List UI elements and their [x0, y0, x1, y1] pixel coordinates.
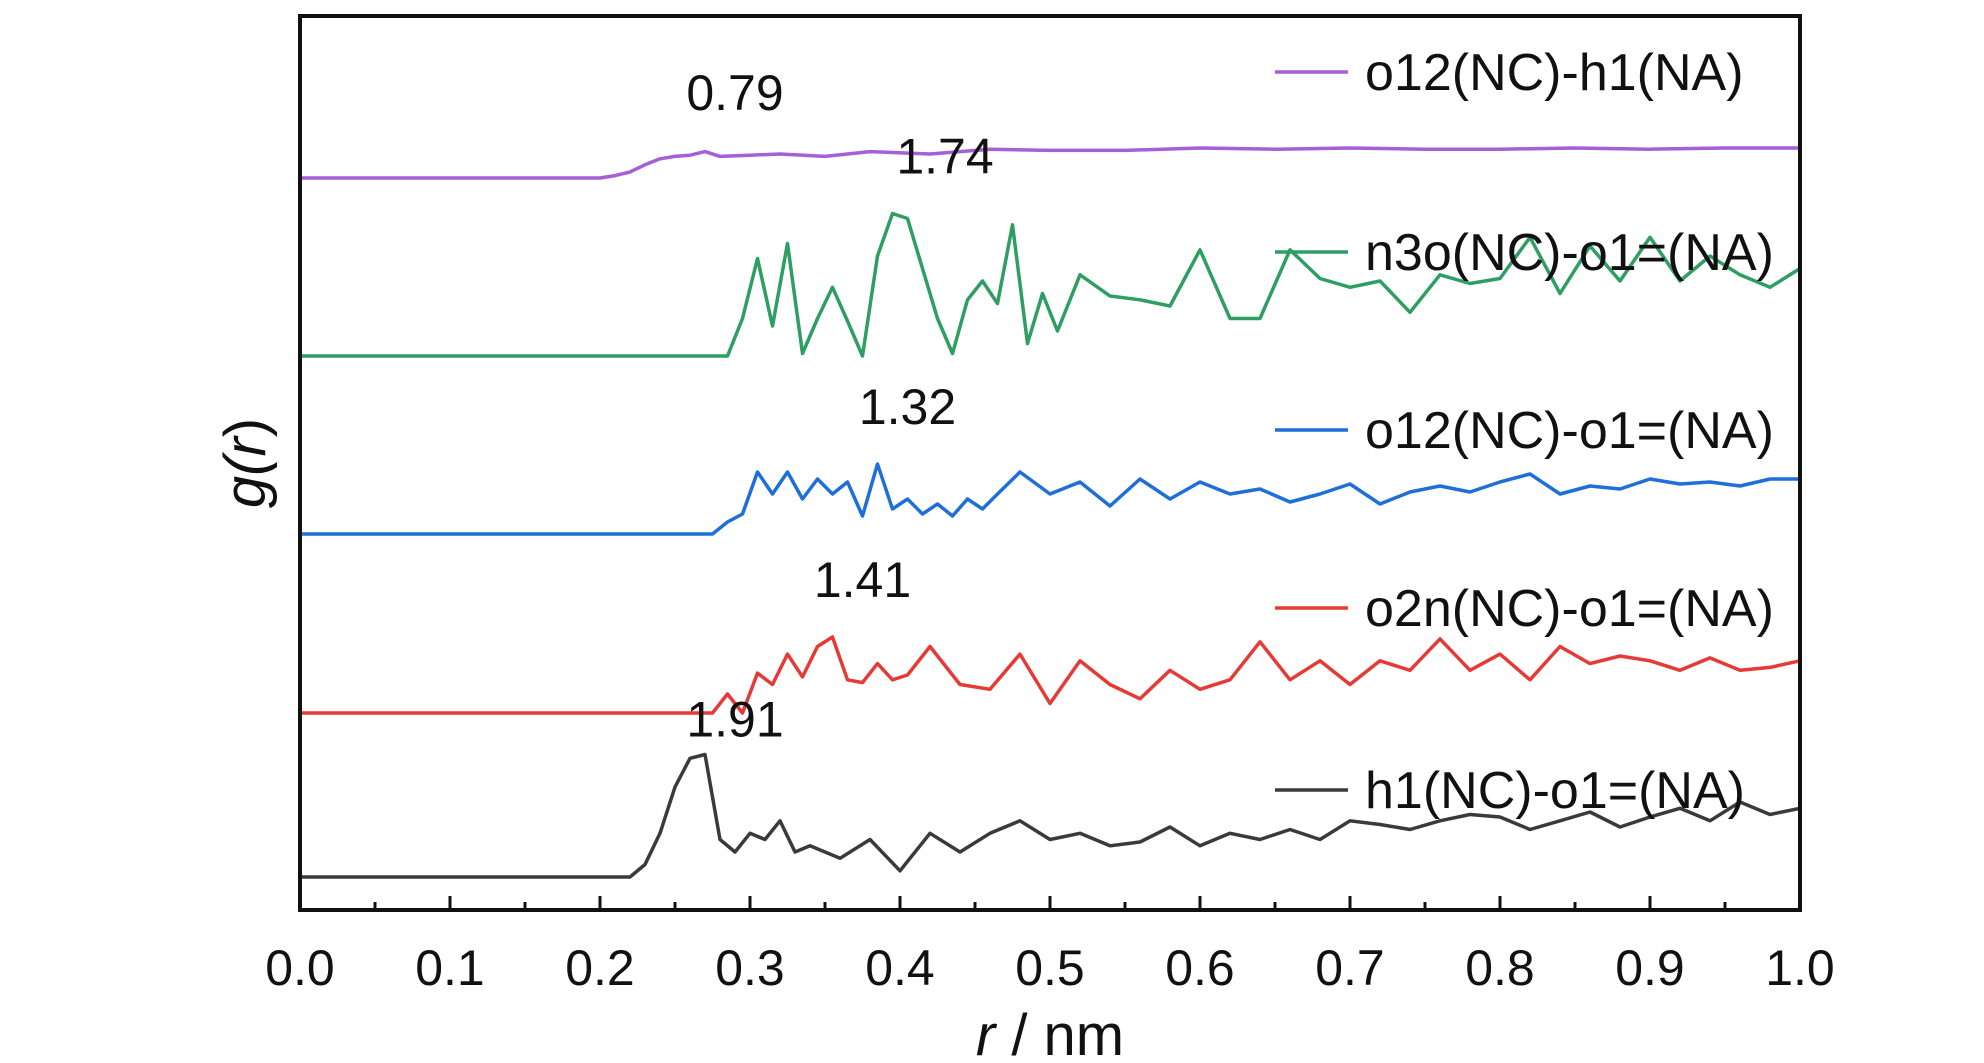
x-axis-title-unit: / nm — [995, 1003, 1124, 1063]
legend-label-5: h1(NC)-o1=(NA) — [1365, 762, 1745, 820]
x-tick-label-5: 0.5 — [1015, 940, 1085, 996]
x-tick-label-9: 0.9 — [1615, 940, 1685, 996]
x-tick-label-1: 0.1 — [415, 940, 485, 996]
x-tick-label-4: 0.4 — [865, 940, 935, 996]
series-line-4 — [300, 635, 1801, 715]
legend-label-1: o12(NC)-h1(NA) — [1365, 44, 1744, 102]
x-tick-label-3: 0.3 — [715, 940, 785, 996]
legend: o12(NC)-h1(NA) n3o(NC)-o1=(NA) o12(NC)-o1=… — [1275, 44, 1774, 820]
legend-label-3: o12(NC)-o1=(NA) — [1365, 402, 1774, 460]
x-axis-title: r / nm — [976, 1003, 1124, 1063]
plot-frame — [298, 14, 1802, 912]
x-tick-label-0: 0.0 — [265, 940, 335, 996]
y-axis-title-var: r — [213, 435, 278, 457]
series-line-2 — [300, 211, 1801, 358]
x-axis: 0.0 0.1 0.2 0.3 0.4 0.5 0.6 0.7 0.8 0.9 1.0 — [265, 896, 1835, 996]
series-line-5 — [300, 752, 1801, 879]
y-axis-title-func: g( — [213, 451, 278, 508]
x-axis-title-var: r — [976, 1003, 998, 1063]
peak-label-3: 1.32 — [859, 379, 956, 435]
legend-label-4: o2n(NC)-o1=(NA) — [1365, 580, 1774, 638]
y-axis-title-close: ) — [213, 418, 278, 437]
peak-label-4: 1.41 — [814, 552, 911, 608]
legend-label-2: n3o(NC)-o1=(NA) — [1365, 224, 1774, 282]
x-tick-label-10: 1.0 — [1765, 940, 1835, 996]
plot-area: 0.79 1.74 1.32 1.41 1.91 — [300, 65, 1801, 879]
series-line-3 — [300, 462, 1800, 536]
peak-label-1: 0.79 — [686, 65, 783, 121]
x-tick-label-8: 0.8 — [1465, 940, 1535, 996]
x-tick-label-2: 0.2 — [565, 940, 635, 996]
peak-label-5: 1.91 — [686, 692, 783, 748]
x-tick-label-7: 0.7 — [1315, 940, 1385, 996]
y-axis-title: g(r) — [213, 418, 278, 508]
peak-label-2: 1.74 — [896, 129, 993, 185]
x-tick-label-6: 0.6 — [1165, 940, 1235, 996]
series-line-1 — [300, 146, 1800, 180]
